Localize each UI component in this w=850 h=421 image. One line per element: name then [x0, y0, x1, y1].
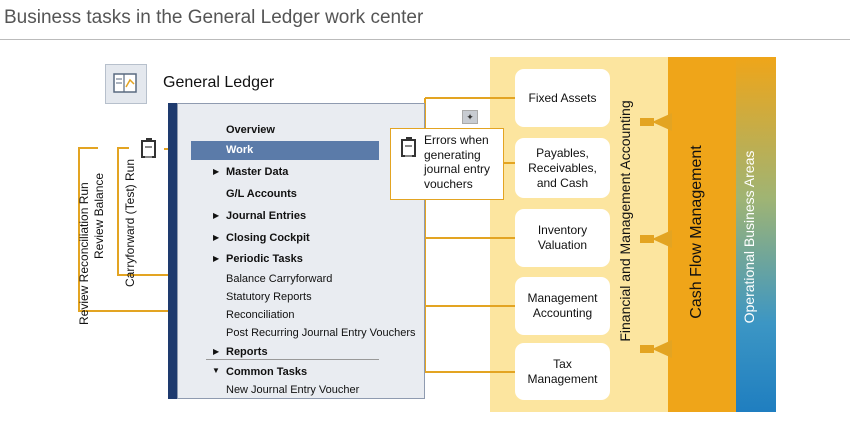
menu-item-balance-carryforward[interactable]: Balance Carryforward — [226, 273, 333, 285]
errors-callout: Errors when generating journal entry vou… — [390, 128, 504, 200]
work-center-menu: Overview Work ▶ Master Data G/L Accounts… — [177, 103, 425, 399]
menu-item-reconciliation[interactable]: Reconciliation — [226, 309, 295, 321]
menu-item-post-recurring[interactable]: Post Recurring Journal Entry Vouchers — [226, 327, 416, 339]
menu-item-work[interactable]: Work — [226, 144, 254, 156]
collapse-icon[interactable]: ▼ — [212, 366, 220, 375]
expand-icon[interactable]: ▶ — [213, 167, 220, 176]
menu-item-common-tasks[interactable]: Common Tasks — [226, 366, 308, 378]
menu-item-master-data[interactable]: Master Data — [226, 166, 289, 178]
expand-icon[interactable]: ▶ — [213, 254, 220, 263]
management-accounting-box: Management Accounting — [515, 277, 610, 335]
work-center-title: General Ledger — [163, 74, 275, 91]
menu-item-reports[interactable]: Reports — [226, 346, 268, 358]
menu-item-journal-entries[interactable]: Journal Entries — [226, 210, 307, 222]
expand-icon[interactable]: ▶ — [213, 347, 220, 356]
fixed-assets-box: Fixed Assets — [515, 69, 610, 127]
inventory-valuation-box: Inventory Valuation — [515, 209, 610, 267]
clipboard-icon — [401, 137, 416, 157]
expand-icon[interactable]: ▶ — [213, 211, 220, 220]
pin-icon[interactable]: ✦ — [462, 110, 478, 124]
tax-management-box: Tax Management — [515, 343, 610, 400]
menu-accent-bar — [168, 103, 177, 399]
page-subtitle: Business tasks in the General Ledger wor… — [4, 7, 424, 28]
payables-box: Payables, Receivables, and Cash — [515, 138, 610, 198]
errors-callout-text: Errors when generating journal entry vou… — [424, 133, 491, 191]
ledger-icon — [105, 64, 147, 104]
review-reconciliation-label: Review Reconciliation Run — [77, 182, 91, 325]
carryforward-test-label: Carryforward (Test) Run — [123, 158, 137, 287]
menu-item-gl-accounts[interactable]: G/L Accounts — [226, 188, 297, 200]
review-balance-label: Review Balance — [92, 172, 106, 259]
title-divider — [0, 39, 850, 40]
menu-item-overview[interactable]: Overview — [226, 124, 275, 136]
expand-icon[interactable]: ▶ — [213, 233, 220, 242]
operational-band — [736, 57, 776, 412]
menu-item-new-voucher[interactable]: New Journal Entry Voucher — [226, 384, 360, 396]
menu-item-closing-cockpit[interactable]: Closing Cockpit — [226, 232, 310, 244]
menu-item-periodic-tasks[interactable]: Periodic Tasks — [226, 253, 303, 265]
clipboard-icon — [141, 138, 156, 158]
menu-item-statutory-reports[interactable]: Statutory Reports — [226, 291, 312, 303]
menu-divider — [206, 359, 379, 360]
menu-item-work-row[interactable] — [191, 141, 379, 160]
